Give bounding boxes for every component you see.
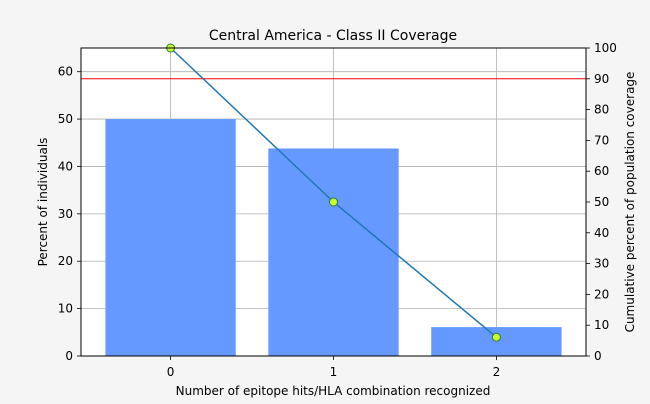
chart-title: Central America - Class II Coverage <box>209 28 457 44</box>
y-tick-label: 40 <box>58 159 73 173</box>
bar-0 <box>105 119 236 356</box>
y-tick-label: 60 <box>58 65 73 79</box>
x-tick-label: 2 <box>493 365 501 379</box>
cumulative-point-2 <box>491 332 501 342</box>
x-axis-label: Number of epitope hits/HLA combination r… <box>176 384 491 398</box>
y-tick-label: 30 <box>58 207 73 221</box>
y-axis-ticks: 0 10 20 30 40 50 60 <box>58 65 81 363</box>
y-right-tick-label: 70 <box>594 133 609 147</box>
y-right-tick-label: 40 <box>594 226 609 240</box>
y-tick-label: 20 <box>58 254 73 268</box>
cumulative-point-1 <box>329 197 338 207</box>
y-tick-label: 0 <box>65 349 73 363</box>
y-axis-right-label: Cumulative percent of population coverag… <box>623 72 637 333</box>
y-right-tick-label: 90 <box>594 72 609 86</box>
y-tick-label: 50 <box>58 112 73 126</box>
x-axis-ticks: 0 1 2 <box>167 356 500 379</box>
y-right-tick-label: 30 <box>594 257 609 271</box>
y-right-tick-label: 50 <box>594 195 609 209</box>
y-axis-right-ticks: 0 10 20 30 40 50 60 70 80 90 100 <box>586 41 617 363</box>
y-axis-label: Percent of individuals <box>36 138 50 267</box>
bars <box>105 119 562 356</box>
y-right-tick-label: 20 <box>594 287 609 301</box>
y-right-tick-label: 60 <box>594 164 609 178</box>
x-tick-label: 0 <box>167 365 175 379</box>
y-right-tick-label: 80 <box>594 103 609 117</box>
y-right-tick-label: 10 <box>594 318 609 332</box>
y-right-tick-label: 0 <box>594 349 602 363</box>
y-tick-label: 10 <box>58 302 73 316</box>
y-right-tick-label: 100 <box>594 41 617 55</box>
bar-1 <box>268 148 399 356</box>
x-tick-label: 1 <box>330 365 338 379</box>
